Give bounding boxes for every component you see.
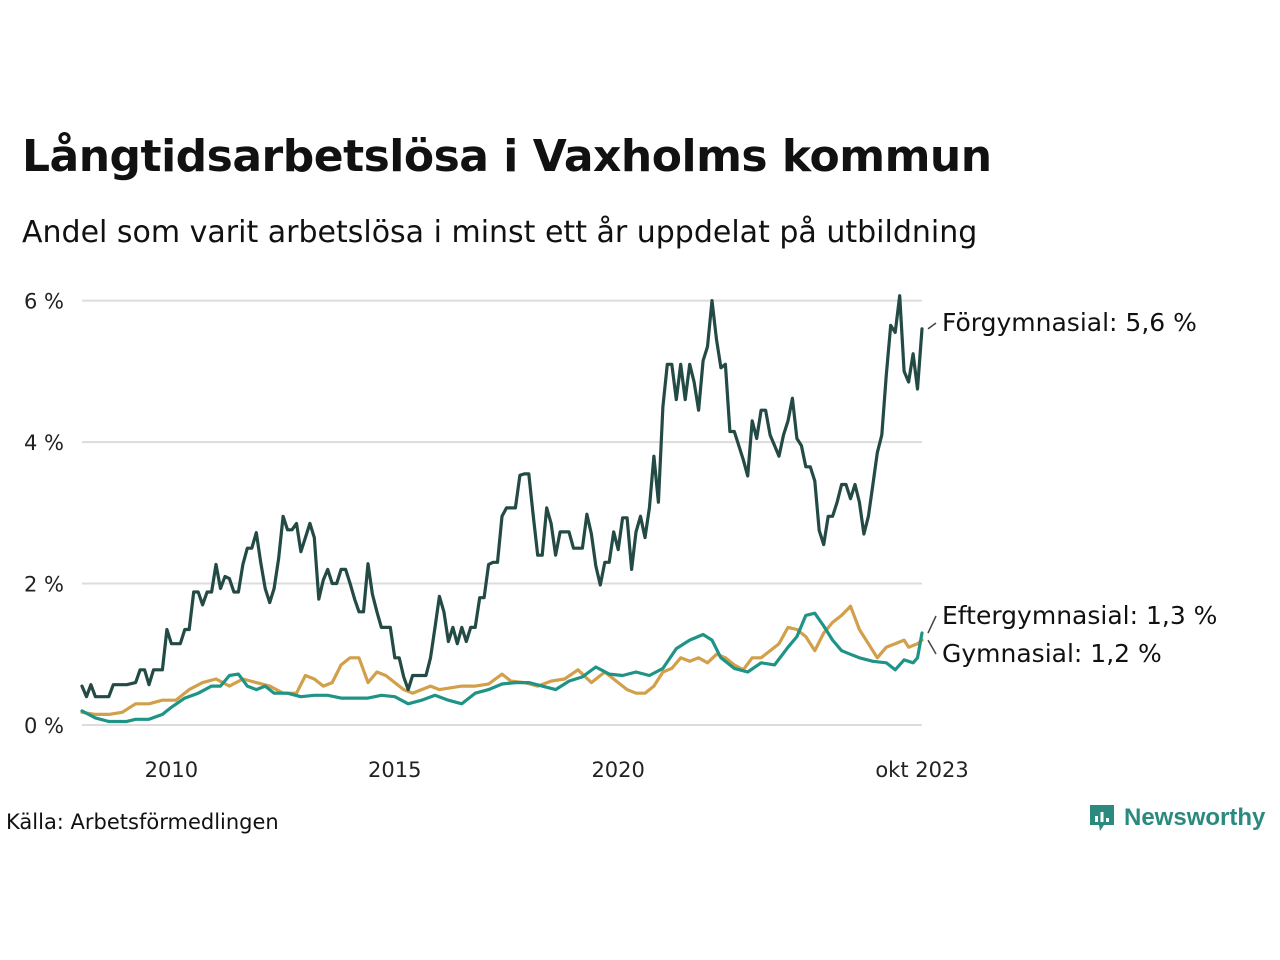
- series-labels: Förgymnasial: 5,6 % Eftergymnasial: 1,3 %…: [927, 308, 1217, 668]
- newsworthy-logo-icon: [1090, 805, 1114, 831]
- chart-title: Långtidsarbetslösa i Vaxholms kommun: [22, 131, 992, 182]
- brand-logo: Newsworthy: [1088, 803, 1265, 833]
- series-line-gymnasial: [80, 604, 924, 716]
- series-connector-förgymnasial: [927, 322, 937, 330]
- series-line-förgymnasial: [80, 294, 924, 699]
- x-tick-label-3: 2020: [591, 758, 644, 782]
- x-tick-label-1: 2010: [145, 758, 198, 782]
- y-tick-label-4: 4 %: [24, 431, 64, 455]
- brand-name: Newsworthy: [1124, 804, 1266, 831]
- series-label-förgymnasial: Förgymnasial: 5,6 %: [942, 308, 1197, 337]
- x-axis: 2010 2015 2020 okt 2023: [145, 758, 969, 782]
- chart-subtitle: Andel som varit arbetslösa i minst ett å…: [22, 215, 978, 250]
- y-tick-label-2: 2 %: [24, 573, 64, 597]
- y-tick-label-0: 0 %: [24, 714, 64, 738]
- y-axis: 0 % 2 % 4 % 6 %: [24, 290, 64, 738]
- series-label-eftergymnasial: Eftergymnasial: 1,3 %: [942, 601, 1217, 630]
- y-tick-label-6: 6 %: [24, 290, 64, 314]
- gridlines: [82, 299, 922, 726]
- series-lines: [80, 294, 924, 724]
- series-connector-gymnasial: [927, 639, 937, 655]
- series-connector-eftergymnasial: [927, 615, 937, 634]
- series-label-gymnasial: Gymnasial: 1,2 %: [942, 639, 1162, 668]
- x-tick-label-2: 2015: [368, 758, 421, 782]
- x-tick-label-4: okt 2023: [875, 758, 968, 782]
- series-line-eftergymnasial: [80, 611, 924, 724]
- source-note: Källa: Arbetsförmedlingen: [6, 810, 279, 834]
